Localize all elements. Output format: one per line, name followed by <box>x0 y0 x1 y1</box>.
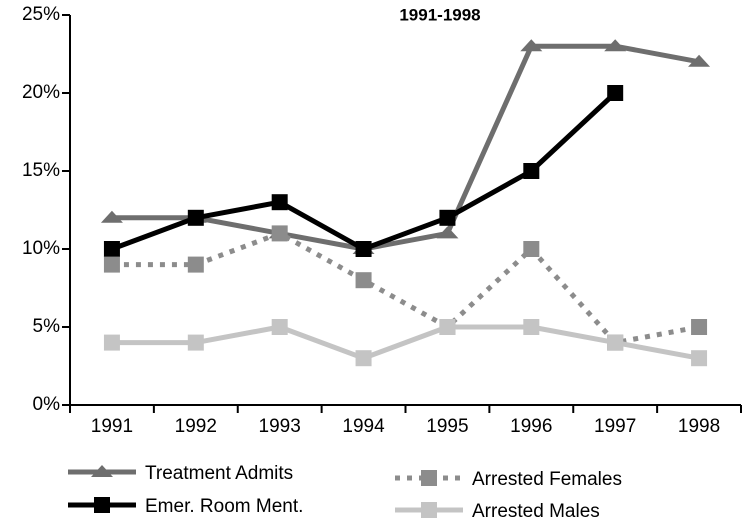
y-tick-label: 15% <box>22 160 60 181</box>
x-tick-label: 1992 <box>175 416 217 437</box>
y-tick-label: 0% <box>33 394 61 415</box>
data-point <box>607 334 624 351</box>
data-point <box>271 194 288 211</box>
data-point <box>187 209 204 226</box>
data-point <box>523 241 540 257</box>
data-point <box>103 334 120 351</box>
series-line <box>111 230 700 346</box>
legend-swatch-marker <box>94 497 110 513</box>
x-tick-label: 1996 <box>510 416 552 437</box>
data-point <box>355 241 372 257</box>
series-line <box>111 324 700 361</box>
legend-swatch-marker <box>91 465 113 477</box>
y-tick-label: 20% <box>22 82 60 103</box>
series-line <box>111 43 700 252</box>
data-point <box>520 39 543 52</box>
data-point <box>604 39 627 52</box>
legend-swatch-marker <box>421 502 437 518</box>
chart-title: 1991-1998 <box>399 5 480 24</box>
legend-label: Emer. Room Ment. <box>145 496 303 517</box>
legend-label: Arrested Females <box>472 469 622 490</box>
x-tick-label: 1991 <box>91 416 133 437</box>
y-tick-label: 25% <box>22 4 60 25</box>
data-point <box>691 350 708 367</box>
data-point <box>271 225 288 242</box>
legend-label: Arrested Males <box>472 501 600 520</box>
y-tick-label: 10% <box>22 238 60 259</box>
data-point <box>688 54 711 67</box>
data-point <box>523 319 540 335</box>
series-line <box>111 91 617 252</box>
data-point <box>439 319 456 335</box>
data-point <box>355 350 372 367</box>
data-point <box>103 241 120 257</box>
data-point <box>187 334 204 351</box>
y-tick-label: 5% <box>33 316 61 337</box>
data-point <box>103 256 120 273</box>
data-point <box>691 319 708 335</box>
data-point <box>439 209 456 226</box>
data-point <box>187 256 204 273</box>
x-tick-label: 1997 <box>594 416 636 437</box>
legend-label: Treatment Admits <box>145 463 293 484</box>
data-point <box>607 85 624 101</box>
data-point <box>436 226 459 239</box>
data-point <box>100 210 123 223</box>
x-tick-label: 1993 <box>259 416 301 437</box>
x-tick-label: 1998 <box>678 416 720 437</box>
data-point <box>523 163 540 179</box>
x-tick-label: 1995 <box>426 416 468 437</box>
data-point <box>271 319 288 335</box>
x-tick-label: 1994 <box>342 416 385 437</box>
data-point <box>355 272 372 289</box>
legend-swatch-marker <box>421 470 437 486</box>
